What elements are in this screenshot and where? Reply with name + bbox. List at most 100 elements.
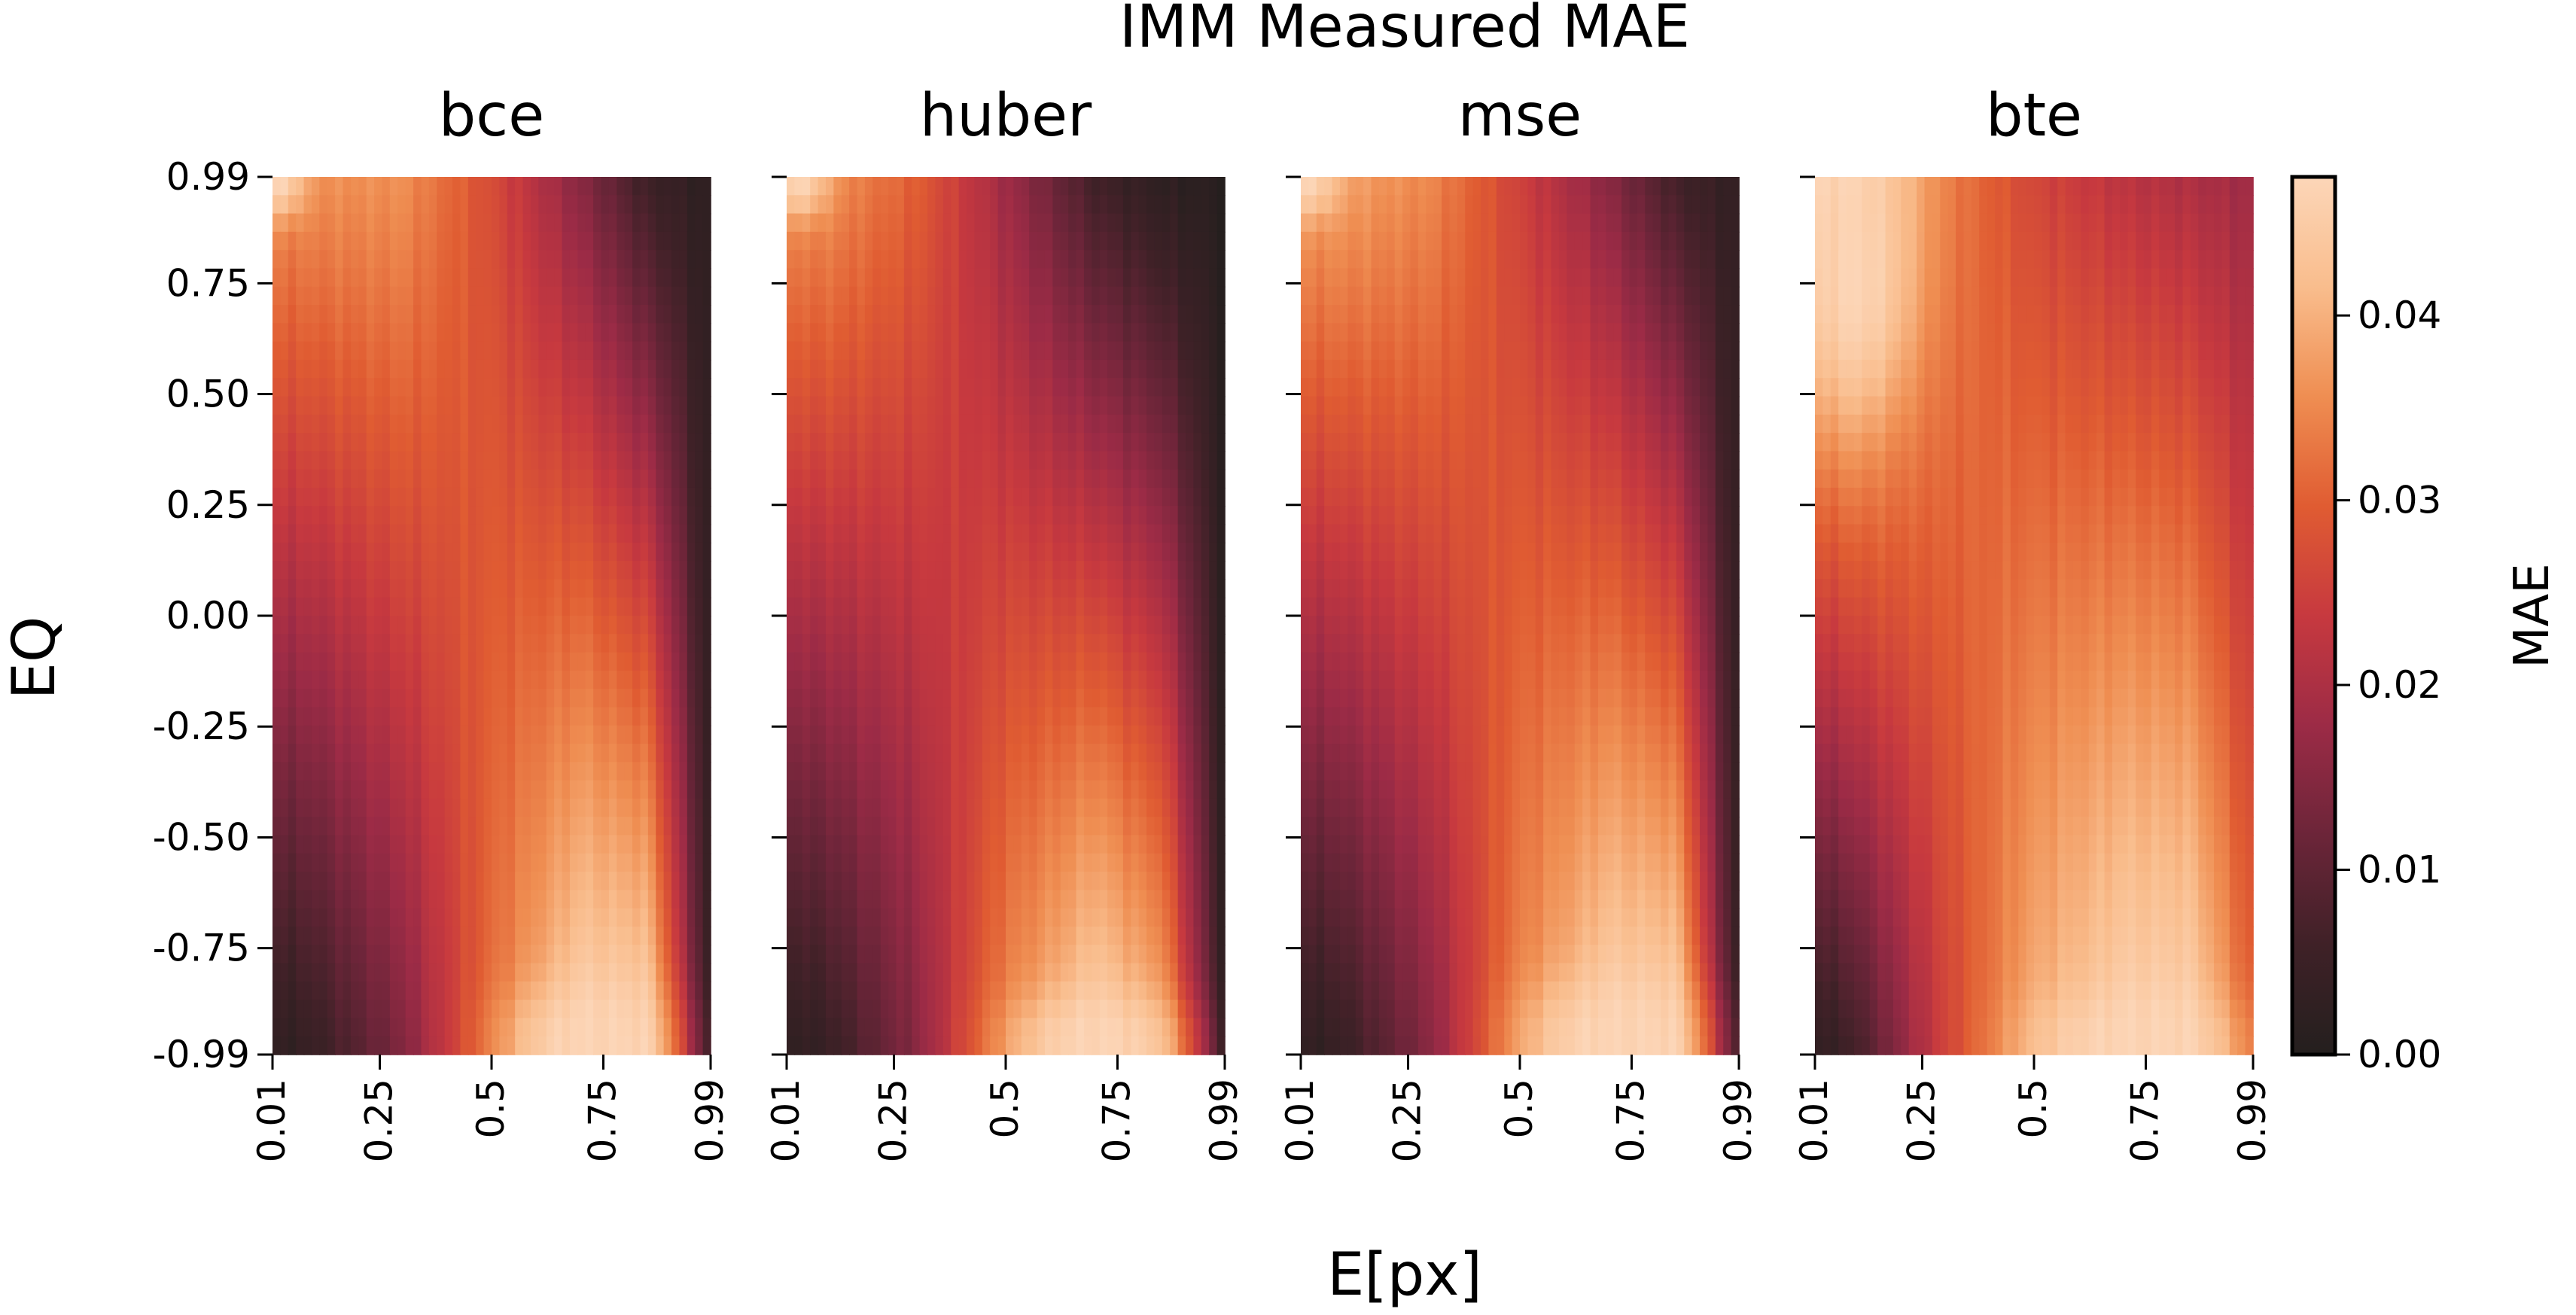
heatmap-cell — [569, 707, 579, 726]
heatmap-cell — [389, 506, 399, 525]
heatmap-cell — [428, 945, 438, 964]
heatmap-cell — [872, 268, 882, 288]
heatmap-cell — [562, 725, 571, 744]
heatmap-cell — [656, 213, 665, 233]
heatmap-cell — [437, 213, 446, 233]
heatmap-cell — [530, 634, 540, 653]
heatmap-cell — [1076, 359, 1085, 379]
heatmap-cell — [413, 213, 422, 233]
heatmap-cell — [546, 323, 555, 342]
heatmap-cell — [460, 908, 469, 927]
heatmap-cell — [982, 195, 991, 215]
heatmap-cell — [1068, 652, 1077, 671]
heatmap-cell — [569, 1036, 579, 1055]
heatmap-cell — [880, 908, 889, 927]
heatmap-cell — [569, 561, 579, 580]
heatmap-cell — [1037, 177, 1046, 196]
heatmap-cell — [608, 378, 618, 397]
heatmap-cell — [919, 195, 928, 215]
heatmap-cell — [841, 195, 850, 215]
heatmap-cell — [903, 177, 913, 196]
heatmap-cell — [273, 890, 282, 909]
heatmap-cell — [483, 725, 492, 744]
heatmap-cell — [927, 414, 936, 434]
heatmap-cell — [296, 616, 305, 635]
heatmap-cell — [990, 469, 999, 489]
heatmap-cell — [421, 981, 430, 1000]
heatmap-cell — [577, 1000, 586, 1019]
heatmap-cell — [656, 433, 665, 452]
heatmap-cell — [421, 469, 430, 489]
heatmap-cell — [350, 579, 360, 598]
heatmap-cell — [428, 469, 438, 489]
heatmap-cell — [577, 725, 586, 744]
heatmap-cell — [467, 963, 477, 982]
heatmap-cell — [825, 396, 835, 416]
heatmap-cell — [802, 890, 811, 909]
heatmap-cell — [951, 231, 960, 251]
heatmap-cell — [656, 268, 665, 288]
heatmap-cell — [1021, 853, 1030, 872]
heatmap-cell — [896, 890, 905, 909]
heatmap-cell — [562, 231, 571, 251]
heatmap-cell — [467, 835, 477, 854]
heatmap-cell — [1162, 506, 1171, 525]
heatmap-cell — [530, 798, 540, 818]
heatmap-cell — [997, 451, 1006, 470]
heatmap-cell — [687, 213, 696, 233]
heatmap-cell — [640, 835, 649, 854]
heatmap-cell — [841, 286, 850, 306]
heatmap-cell — [888, 561, 897, 580]
heatmap-cell — [554, 634, 563, 653]
heatmap-cell — [1162, 561, 1171, 580]
heatmap-cell — [880, 177, 889, 196]
heatmap-cell — [460, 286, 469, 306]
heatmap-cell — [585, 524, 594, 543]
heatmap-cell — [280, 177, 289, 196]
heatmap-cell — [1177, 433, 1186, 452]
heatmap-cell — [585, 341, 594, 361]
heatmap-cell — [857, 908, 866, 927]
heatmap-cell — [538, 616, 547, 635]
heatmap-cell — [935, 689, 944, 708]
heatmap-cell — [833, 378, 842, 397]
heatmap-cell — [896, 597, 905, 616]
heatmap-cell — [671, 981, 681, 1000]
heatmap-cell — [825, 652, 835, 671]
heatmap-cell — [1037, 579, 1046, 598]
heatmap-cell — [389, 1036, 399, 1055]
heatmap-cell — [374, 579, 383, 598]
heatmap-cell — [1060, 359, 1069, 379]
heatmap-cell — [522, 963, 531, 982]
heatmap-cell — [358, 305, 367, 324]
heatmap-cell — [919, 780, 928, 799]
heatmap-cell — [624, 652, 633, 671]
heatmap-cell — [374, 341, 383, 361]
heatmap-cell — [1006, 542, 1015, 562]
heatmap-cell — [624, 780, 633, 799]
heatmap-cell — [280, 963, 289, 982]
heatmap-cell — [1044, 853, 1054, 872]
heatmap-cell — [593, 286, 602, 306]
heatmap-cell — [927, 268, 936, 288]
heatmap-cell — [1177, 817, 1186, 836]
heatmap-cell — [1037, 798, 1046, 818]
heatmap-cell — [872, 341, 882, 361]
heatmap-cell — [702, 744, 711, 763]
heatmap-cell — [802, 177, 811, 196]
heatmap-cell — [656, 1000, 665, 1019]
heatmap-cell — [405, 926, 414, 946]
heatmap-cell — [546, 926, 555, 946]
heatmap-cell — [888, 780, 897, 799]
heatmap-cell — [569, 652, 579, 671]
heatmap-cell — [492, 670, 501, 689]
heatmap-cell — [787, 744, 796, 763]
heatmap-cell — [335, 926, 344, 946]
heatmap-cell — [1099, 396, 1108, 416]
heatmap-cell — [608, 451, 618, 470]
heatmap-cell — [997, 652, 1006, 671]
heatmap-cell — [476, 908, 485, 927]
heatmap-cell — [997, 396, 1006, 416]
heatmap-cell — [896, 323, 905, 342]
heatmap-cell — [1216, 616, 1226, 635]
